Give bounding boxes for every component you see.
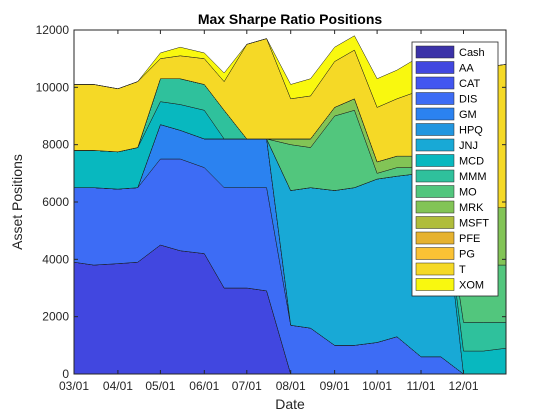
y-tick-label: 6000 (42, 195, 69, 209)
x-tick-label: 07/01 (232, 379, 262, 393)
legend-swatch-mo (415, 185, 455, 198)
legend-label-jnj: JNJ (459, 140, 478, 152)
legend-swatch-msft (415, 216, 455, 229)
legend-label-gm: GM (459, 109, 477, 121)
y-axis: 0 2000 4000 6000 8000 10000 12000 (36, 23, 506, 381)
y-tick-label: 12000 (36, 23, 70, 37)
legend-swatch-aa (415, 61, 455, 74)
legend-label-cash: Cash (459, 47, 485, 59)
legend-swatch-mrk (415, 200, 455, 214)
y-tick-label: 4000 (42, 252, 69, 266)
legend-swatch-cat (415, 76, 455, 90)
legend-label-aa: AA (459, 63, 474, 75)
x-tick-label: 10/01 (362, 379, 392, 393)
legend: Cash AA CAT DIS GM HPQ JNJ MCD MMM MO MRK MSFT PFE PG… (411, 41, 499, 297)
x-tick-label: 11/01 (406, 379, 435, 393)
legend-swatch-pfe (415, 231, 455, 245)
legend-swatch-pg (415, 247, 455, 260)
legend-label-pfe: PFE (459, 233, 480, 245)
x-tick-label: 12/01 (448, 379, 478, 393)
legend-label-hpq: HPQ (459, 125, 483, 137)
x-tick-label: 03/01 (59, 379, 89, 393)
x-tick-label: 04/01 (103, 379, 133, 393)
legend-label-mo: MO (459, 187, 477, 199)
legend-label-mrk: MRK (459, 202, 484, 214)
legend-label-xom: XOM (459, 280, 484, 292)
legend-label-dis: DIS (459, 94, 477, 106)
x-tick-label: 08/01 (276, 379, 306, 393)
x-tick-label: 05/01 (145, 379, 175, 393)
y-tick-label: 10000 (36, 80, 70, 94)
legend-label-msft: MSFT (459, 218, 489, 230)
legend-swatch-xom (415, 278, 455, 291)
legend-label-mmm: MMM (459, 171, 487, 183)
y-tick-label: 0 (62, 367, 69, 381)
legend-swatch-cash (415, 45, 455, 59)
x-axis: 03/01 04/01 05/01 06/01 07/01 08/01 09/01 10/01… (59, 30, 479, 393)
x-tick-label: 09/01 (320, 379, 350, 393)
legend-label-t: T (459, 264, 466, 276)
legend-swatch-mcd (415, 154, 455, 167)
x-axis-title: Date (275, 396, 305, 412)
legend-label-cat: CAT (459, 78, 480, 90)
y-tick-label: 8000 (42, 138, 69, 152)
legend-label-mcd: MCD (459, 156, 484, 168)
legend-swatch-gm (415, 107, 455, 121)
x-tick-label: 06/01 (189, 379, 219, 393)
y-tick-label: 2000 (42, 310, 69, 324)
legend-swatch-jnj (415, 138, 455, 152)
y-axis-title: Asset Positions (9, 154, 25, 250)
legend-swatch-dis (415, 92, 455, 105)
legend-swatch-t (415, 262, 455, 276)
chart-title: Max Sharpe Ratio Positions (198, 11, 383, 27)
legend-label-pg: PG (459, 249, 475, 261)
legend-swatch-mmm (415, 169, 455, 183)
legend-swatch-hpq (415, 123, 455, 136)
